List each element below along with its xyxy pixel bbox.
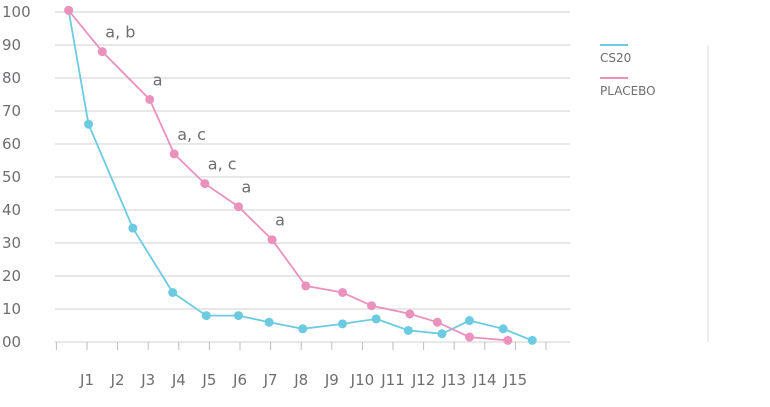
x-tick-label: J1 <box>79 371 94 389</box>
x-tick-label: J12 <box>411 371 436 389</box>
legend-label-cs20: CS20 <box>600 51 631 65</box>
x-tick-label: J4 <box>171 371 186 389</box>
y-tick-label: 60 <box>2 135 21 153</box>
y-tick-label: 10 <box>2 300 21 318</box>
data-point-cs20 <box>168 288 178 297</box>
data-point-cs20 <box>233 311 243 321</box>
data-point-placebo <box>338 288 348 297</box>
x-tick-label: J10 <box>350 371 375 389</box>
y-tick-label: 20 <box>2 267 21 285</box>
data-point-cs20 <box>264 317 274 327</box>
data-point-placebo <box>367 301 377 311</box>
data-point-cs20 <box>437 329 447 339</box>
data-point-cs20 <box>527 335 537 345</box>
x-tick-label: J13 <box>441 371 466 389</box>
y-tick-label: 50 <box>2 168 21 186</box>
data-point-cs20 <box>298 324 308 334</box>
grid-lines <box>55 11 570 343</box>
data-point-placebo <box>169 149 179 159</box>
data-point-cs20 <box>128 223 138 233</box>
x-tick-label: J14 <box>472 371 497 389</box>
y-tick-label: 30 <box>2 234 21 252</box>
x-tick-label: J7 <box>263 371 278 389</box>
annotation-label: a <box>153 70 163 89</box>
data-point-placebo <box>432 317 442 327</box>
x-tick-label: J2 <box>110 371 125 389</box>
data-point-placebo <box>64 5 74 15</box>
y-tick-labels: 00 10 20 30 40 50 60 70 80 90 100 <box>2 3 31 351</box>
y-tick-label: 70 <box>2 102 21 120</box>
data-point-placebo <box>97 47 107 57</box>
data-point-placebo <box>233 202 243 212</box>
data-point-cs20 <box>371 314 381 324</box>
annotation-label: a <box>275 211 285 230</box>
data-point-cs20 <box>338 319 348 329</box>
data-point-placebo <box>301 281 311 291</box>
y-tick-label: 100 <box>2 3 31 21</box>
x-tick-labels: J1 J2 J3 J4 J5 J6 J7 J8 J9 J10 J11 J12 J13 J14 J15 <box>55 342 547 389</box>
data-point-cs20 <box>201 311 211 321</box>
data-point-placebo <box>405 309 415 319</box>
x-tick-label: J5 <box>201 371 216 389</box>
legend: CS20 PLACEBO <box>600 44 656 98</box>
annotation-group: a, baa, ca, caa <box>105 23 285 230</box>
data-point-placebo <box>503 335 513 345</box>
x-tick-label: J9 <box>324 371 339 389</box>
y-tick-label: 80 <box>2 69 21 87</box>
annotation-label: a, c <box>208 155 237 174</box>
x-tick-label: J6 <box>232 371 247 389</box>
y-tick-label: 00 <box>2 333 21 351</box>
data-point-cs20 <box>465 316 474 326</box>
series-line-placebo <box>67 9 508 342</box>
series-group <box>64 5 537 345</box>
series-cs20 <box>64 5 537 345</box>
series-line-cs20 <box>67 10 533 342</box>
series-placebo <box>64 5 513 345</box>
data-point-placebo <box>145 94 155 104</box>
x-tick-label: J8 <box>293 371 308 389</box>
x-tick-label: J11 <box>380 371 405 389</box>
annotation-label: a, c <box>177 125 206 144</box>
annotation-label: a, b <box>105 23 135 42</box>
x-tick-label: J15 <box>503 371 528 389</box>
legend-label-placebo: PLACEBO <box>600 84 656 98</box>
data-point-cs20 <box>498 324 508 334</box>
y-tick-label: 40 <box>2 201 21 219</box>
y-tick-label: 90 <box>2 36 21 54</box>
data-point-cs20 <box>84 119 94 129</box>
data-point-placebo <box>267 235 277 245</box>
annotation-label: a <box>241 178 251 197</box>
x-tick-label: J3 <box>140 371 155 389</box>
data-point-cs20 <box>403 325 413 335</box>
data-point-placebo <box>200 179 210 189</box>
data-point-placebo <box>465 332 474 342</box>
